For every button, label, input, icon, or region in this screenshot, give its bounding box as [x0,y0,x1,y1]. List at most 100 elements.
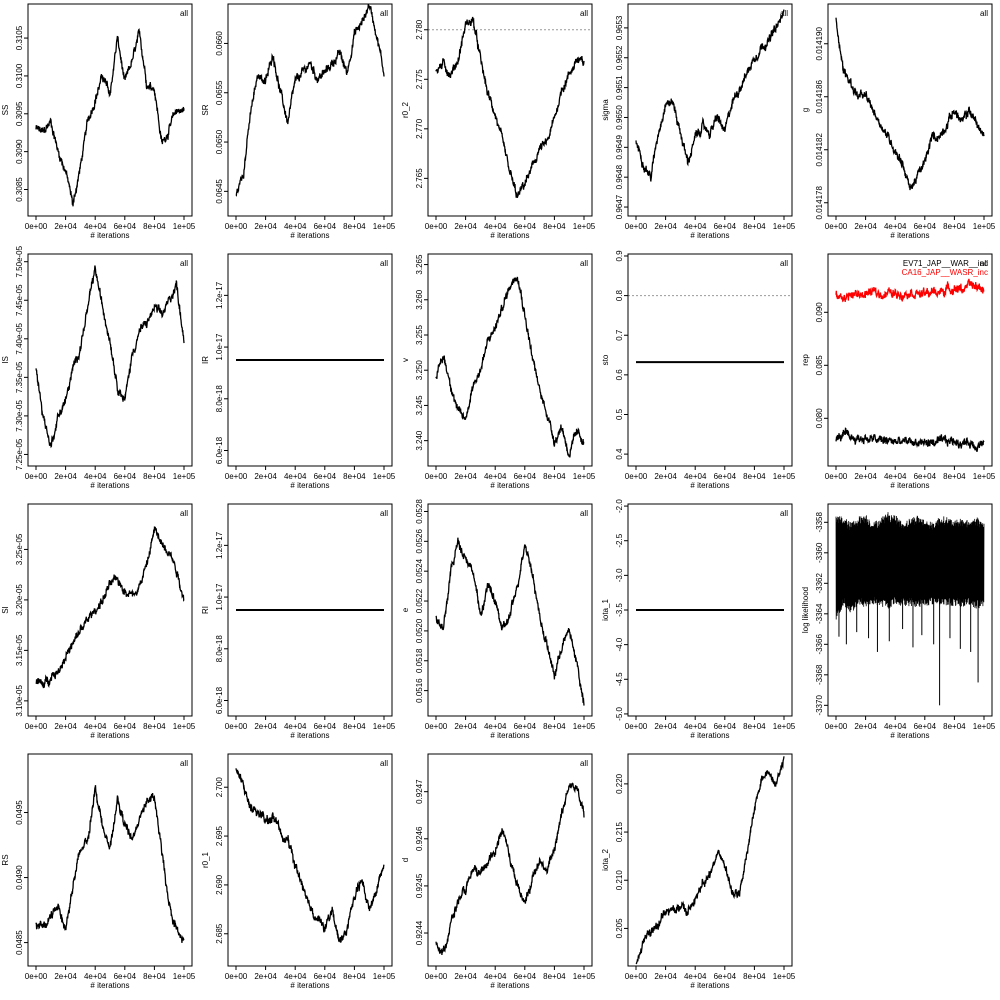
y-tick-label: -5.0 [615,706,624,720]
series-line [35,265,185,449]
y-tick-label: 0.9649 [615,135,624,160]
y-tick-label: 0.0485 [15,930,24,955]
plot-frame [827,503,993,717]
plot-frame [227,753,393,967]
series-line [35,525,185,689]
y-tick-label: 0.5 [615,408,624,420]
y-tick-label: 3.10e-05 [15,685,24,717]
x-tick-label: 2e+04 [254,472,277,481]
x-tick-label: 1e+05 [373,472,396,481]
x-tick-label: 8e+04 [743,722,766,731]
x-tick-label: 2e+04 [854,222,877,231]
y-tick-label: -4.5 [615,672,624,686]
x-tick-label: 1e+05 [173,972,196,981]
plot-frame [627,3,793,217]
y-axis-label: iota_2 [601,849,610,871]
x-tick-label: 8e+04 [143,722,166,731]
x-tick-label: 0e+00 [225,472,248,481]
x-tick-label: 1e+05 [173,722,196,731]
trace-panel-SI: 0e+00 2e+04 4e+04 6e+04 8e+04 1e+05 # iteratio… [1,503,196,740]
y-axis-label: e [401,607,410,612]
x-tick-label: 1e+05 [773,222,796,231]
y-tick-label: 8.0e-18 [215,385,224,413]
y-tick-label: 3.25e-05 [15,533,24,565]
x-tick-label: 0e+00 [25,972,48,981]
y-tick-label: 2.685 [215,923,224,944]
plot-area [428,16,592,199]
y-tick-label: -3370 [815,695,824,716]
x-tick-label: 1e+05 [973,222,996,231]
y-tick-label: 0.0524 [415,558,424,583]
x-axis-label: # iterations [490,731,529,740]
series-line [435,537,585,706]
x-tick-label: 1e+05 [573,972,596,981]
y-tick-label: 0.9651 [615,75,624,100]
corner-label: all [580,759,588,768]
y-tick-label: 0.8 [615,289,624,301]
x-tick-label: 0e+00 [25,722,48,731]
x-tick-label: 1e+05 [973,472,996,481]
plot-frame [227,503,393,717]
y-tick-label: -4.0 [615,637,624,651]
x-tick-label: 0e+00 [825,222,848,231]
y-tick-label: 1.2e-17 [215,531,224,559]
x-tick-label: 2e+04 [654,972,677,981]
y-tick-label: 2.780 [415,19,424,40]
x-tick-label: 4e+04 [484,472,507,481]
corner-label: all [580,509,588,518]
y-tick-label: 3.250 [415,360,424,381]
y-tick-label: 7.50e-05 [15,245,24,277]
x-tick-label: 2e+04 [54,972,77,981]
corner-label: all [580,259,588,268]
y-tick-label: 3.265 [415,254,424,275]
corner-label: all [180,259,188,268]
x-tick-label: 2e+04 [654,222,677,231]
series-line [235,4,385,197]
corner-label: all [380,509,388,518]
y-tick-label: 0.220 [615,773,624,794]
series-line [835,278,985,303]
x-tick-label: 8e+04 [943,472,966,481]
y-tick-label: -2.0 [615,499,624,513]
x-tick-label: 4e+04 [684,972,707,981]
y-tick-label: 2.770 [415,118,424,139]
y-tick-label: 6.0e-18 [215,436,224,464]
corner-label: all [780,509,788,518]
x-tick-label: 6e+04 [314,972,337,981]
trace-panel-sto: 0e+00 2e+04 4e+04 6e+04 8e+04 1e+05 # iteratio… [601,250,796,490]
plot-area [435,537,585,706]
plot-frame [227,253,393,467]
series-line [35,785,185,943]
x-tick-label: 4e+04 [84,972,107,981]
x-tick-label: 4e+04 [484,222,507,231]
x-axis-label: # iterations [690,731,729,740]
x-tick-label: 4e+04 [84,222,107,231]
x-axis-label: # iterations [290,231,329,240]
y-tick-label: 2.765 [415,168,424,189]
y-tick-label: -3368 [815,664,824,685]
y-tick-label: -3366 [815,634,824,655]
x-tick-label: 2e+04 [854,472,877,481]
plot-frame [427,503,593,717]
series-line [435,782,585,956]
x-tick-label: 6e+04 [914,722,937,731]
trace-panel-iota_1: 0e+00 2e+04 4e+04 6e+04 8e+04 1e+05 # iteratio… [601,499,796,740]
y-tick-label: 0.205 [615,918,624,939]
y-tick-label: 0.0520 [415,618,424,643]
x-tick-label: 8e+04 [343,722,366,731]
plot-area [835,278,985,452]
series-line [635,9,785,182]
y-tick-label: 0.9652 [615,45,624,70]
likelihood-trace [835,512,985,620]
y-tick-label: 0.0495 [15,800,24,825]
x-tick-label: 4e+04 [884,472,907,481]
plot-area [35,525,185,689]
x-tick-label: 1e+05 [573,722,596,731]
y-axis-label: rep [801,354,810,366]
corner-label: all [380,759,388,768]
x-tick-label: 1e+05 [773,722,796,731]
x-tick-label: 6e+04 [314,222,337,231]
trace-panel-g: 0e+00 2e+04 4e+04 6e+04 8e+04 1e+05 # iteratio… [801,3,996,240]
y-tick-label: 0.0490 [15,865,24,890]
x-tick-label: 6e+04 [714,472,737,481]
